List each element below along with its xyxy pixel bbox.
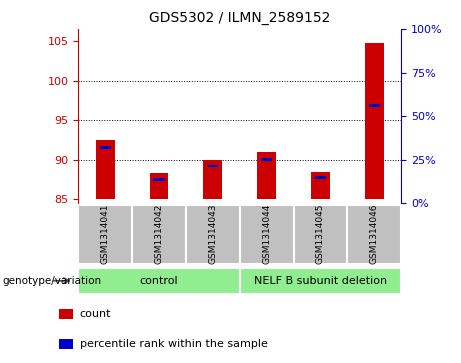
FancyBboxPatch shape bbox=[78, 204, 132, 264]
Text: NELF B subunit deletion: NELF B subunit deletion bbox=[254, 276, 387, 286]
FancyBboxPatch shape bbox=[78, 268, 240, 294]
Bar bbox=[100, 146, 111, 149]
FancyBboxPatch shape bbox=[240, 204, 294, 264]
Text: GSM1314046: GSM1314046 bbox=[370, 204, 378, 264]
Bar bbox=[368, 105, 380, 107]
Text: GSM1314043: GSM1314043 bbox=[208, 204, 217, 264]
Bar bbox=[207, 165, 219, 167]
Bar bbox=[59, 309, 73, 319]
Bar bbox=[203, 160, 222, 199]
Text: genotype/variation: genotype/variation bbox=[2, 276, 101, 286]
FancyBboxPatch shape bbox=[132, 204, 186, 264]
FancyBboxPatch shape bbox=[294, 204, 347, 264]
FancyBboxPatch shape bbox=[347, 204, 401, 264]
Bar bbox=[154, 178, 165, 181]
Bar bbox=[365, 42, 384, 199]
Bar bbox=[261, 158, 272, 161]
Text: percentile rank within the sample: percentile rank within the sample bbox=[80, 339, 267, 349]
Text: count: count bbox=[80, 309, 111, 319]
Bar bbox=[311, 172, 330, 199]
Bar bbox=[257, 152, 276, 199]
FancyBboxPatch shape bbox=[240, 268, 401, 294]
Bar bbox=[59, 339, 73, 350]
Bar bbox=[150, 173, 168, 199]
Bar bbox=[96, 140, 115, 199]
Text: GSM1314041: GSM1314041 bbox=[101, 204, 110, 264]
Text: GSM1314042: GSM1314042 bbox=[154, 204, 164, 264]
Text: control: control bbox=[140, 276, 178, 286]
Title: GDS5302 / ILMN_2589152: GDS5302 / ILMN_2589152 bbox=[149, 11, 331, 25]
Text: GSM1314044: GSM1314044 bbox=[262, 204, 271, 264]
FancyBboxPatch shape bbox=[186, 204, 240, 264]
Bar bbox=[315, 176, 326, 179]
Text: GSM1314045: GSM1314045 bbox=[316, 204, 325, 264]
